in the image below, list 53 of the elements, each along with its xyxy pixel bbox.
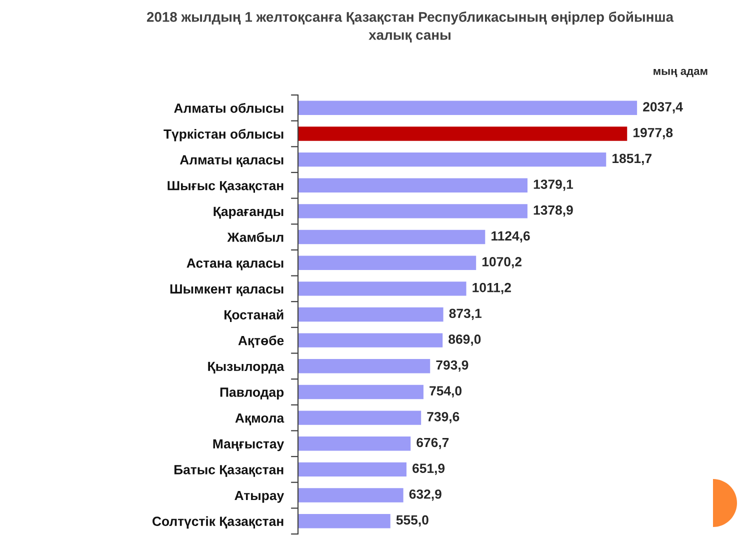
y-tick-label: Түркістан облысы xyxy=(164,128,284,142)
data-label: 873,1 xyxy=(449,308,482,320)
data-label: 2037,4 xyxy=(643,102,683,114)
bar xyxy=(298,100,638,116)
bar xyxy=(298,488,404,502)
bar xyxy=(298,152,606,167)
data-label: 869,0 xyxy=(448,334,481,346)
data-label: 1378,9 xyxy=(534,205,573,217)
y-tick-label: Қостанай xyxy=(224,310,284,322)
bar xyxy=(298,436,411,451)
text: мың адам xyxy=(654,68,708,78)
bar xyxy=(298,282,466,296)
data-label: 1851,7 xyxy=(612,154,652,166)
bar xyxy=(298,384,424,400)
y-tick-label: Ақтөбе xyxy=(238,335,284,348)
y-tick-label: Ақмола xyxy=(235,414,284,426)
bar xyxy=(298,126,628,141)
y-tick-label: Павлодар xyxy=(220,388,284,400)
bar xyxy=(298,359,430,374)
y-tick-label: Астана қаласы xyxy=(186,258,284,270)
bar xyxy=(298,462,406,477)
data-label: 793,9 xyxy=(436,360,468,372)
bar xyxy=(298,178,528,192)
y-tick-label: Солтүстік Қазақстан xyxy=(152,516,284,529)
y-tick-label: Шығыс Қазақстан xyxy=(168,181,284,193)
bar xyxy=(298,230,486,244)
bar xyxy=(298,333,443,348)
data-label: 1011,2 xyxy=(472,282,511,294)
bar xyxy=(298,307,444,322)
data-label: 651,9 xyxy=(412,464,445,475)
data-label: 1977,8 xyxy=(634,128,673,140)
data-label: 1124,6 xyxy=(492,231,530,242)
y-tick-label: Шымкент қаласы xyxy=(170,284,284,296)
y-tick-label: Қарағанды xyxy=(214,206,284,219)
bar xyxy=(298,256,476,270)
data-label: 739,6 xyxy=(427,412,460,424)
bar xyxy=(298,410,422,425)
data-label: 1070,2 xyxy=(482,257,522,268)
data-label: 632,9 xyxy=(409,489,442,501)
y-tick-label: Алматы қаласы xyxy=(180,155,284,167)
data-label: 1379,1 xyxy=(534,180,574,191)
bar xyxy=(298,514,390,528)
data-label: 555,0 xyxy=(396,515,428,527)
bar xyxy=(298,204,528,218)
y-tick-label: Атырау xyxy=(234,490,284,503)
y-tick-label: Маңғыстау xyxy=(213,439,284,452)
y-tick-label: Қызылорда xyxy=(208,362,284,374)
y-tick-label: Алматы облысы xyxy=(174,103,284,113)
y-tick-label: Батыс Қазақстан xyxy=(174,465,284,477)
chart-title: 2018 жылдың 1 желтоқсанға Қазақстан Республикасының өңірлер бойынша халық саны xyxy=(146,11,674,42)
y-tick-label: Жамбыл xyxy=(227,232,284,242)
data-label: 754,0 xyxy=(430,386,462,398)
data-label: 676,7 xyxy=(416,438,449,450)
